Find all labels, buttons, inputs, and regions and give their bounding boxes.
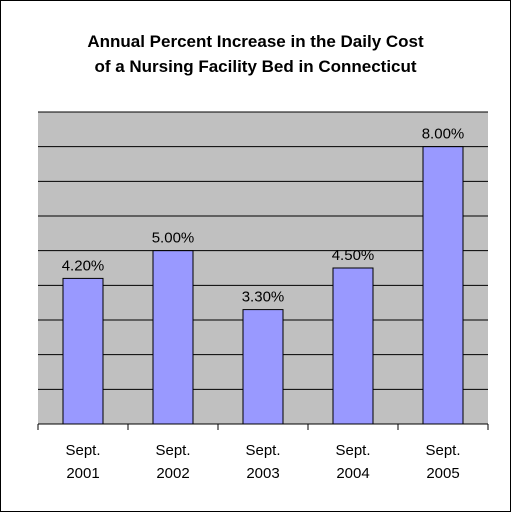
bar [152,250,194,425]
data-label: 5.00% [152,230,195,247]
bar [62,277,104,425]
data-label: 4.20% [62,257,105,274]
x-tick-label: 2004 [336,465,369,482]
x-tick-label: Sept. [425,442,460,459]
data-label: 8.00% [422,126,465,143]
chart-title-line-1: Annual Percent Increase in the Daily Cos… [87,32,424,51]
x-tick-label: Sept. [155,442,190,459]
bar [332,267,374,425]
x-axis-labels: Sept. 2001 Sept. 2002 Sept. 2003 Sept. 2004 Sept… [65,442,460,482]
x-axis-ticks [37,424,489,430]
data-label: 3.30% [242,289,285,306]
chart-title-line-2: of a Nursing Facility Bed in Connecticut [94,57,417,76]
bars [62,146,464,425]
x-tick-label: 2001 [66,465,99,482]
x-tick-label: Sept. [245,442,280,459]
bar [422,146,464,425]
chart-title: Annual Percent Increase in the Daily Cos… [1,29,510,79]
bar [242,309,284,425]
x-tick-label: 2002 [156,465,189,482]
x-tick-label: Sept. [65,442,100,459]
x-tick-label: 2005 [426,465,459,482]
x-tick-label: 2003 [246,465,279,482]
data-label: 4.50% [332,247,375,264]
x-tick-label: Sept. [335,442,370,459]
data-labels: 4.20% 5.00% 3.30% 4.50% 8.00% [62,126,465,306]
